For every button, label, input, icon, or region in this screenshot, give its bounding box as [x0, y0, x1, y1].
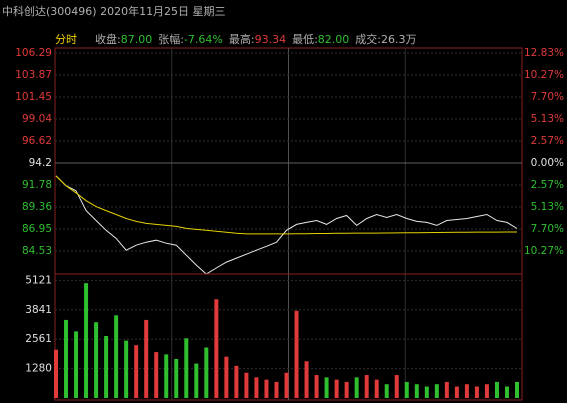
volume-bar [174, 358, 179, 398]
avg-line [55, 175, 517, 235]
y-tick-label: 89.36 [22, 201, 52, 213]
y2-tick-label: 0.00% [531, 157, 564, 169]
y-tick-label: 94.2 [29, 157, 52, 169]
volume-bar [515, 381, 519, 398]
volume-bar [204, 347, 209, 398]
y2-tick-label: 2.57% [531, 179, 564, 191]
volume-bar [324, 377, 329, 398]
volume-bar [454, 386, 459, 398]
info-item: 张幅:-7.64% [158, 31, 223, 47]
y2-tick-label: 7.70% [531, 91, 564, 103]
volume-bar [244, 372, 249, 398]
volume-bar [124, 340, 129, 398]
y-tick-label: 3841 [25, 304, 52, 316]
info-value: 82.00 [317, 33, 350, 46]
info-label: 最高: [228, 33, 255, 46]
volume-bar [504, 386, 509, 398]
y-tick-label: 99.04 [22, 113, 52, 125]
volume-bar [264, 379, 269, 398]
y2-tick-label: 12.83% [524, 47, 564, 59]
volume-bar [104, 336, 109, 398]
volume-bar [114, 315, 119, 398]
volume-bar [354, 377, 359, 398]
volume-bar [394, 375, 399, 398]
volume-bar [464, 384, 469, 398]
volume-bar [484, 384, 489, 398]
info-value: 26.3万 [381, 33, 417, 46]
info-label: 成交: [355, 33, 382, 46]
volume-bar [74, 331, 79, 398]
volume-bar [344, 381, 349, 398]
volume-bar [414, 384, 419, 398]
y2-tick-label: 7.70% [531, 223, 564, 235]
volume-bar [474, 386, 479, 398]
volume-bar [194, 363, 199, 398]
y-tick-label: 96.62 [22, 135, 52, 147]
y-tick-label: 91.78 [22, 179, 52, 191]
volume-bar [64, 319, 69, 398]
volume-bar [164, 354, 169, 398]
y-tick-label: 86.95 [22, 223, 52, 235]
y2-tick-label: 5.13% [531, 201, 564, 213]
volume-bar [304, 361, 309, 398]
volume-bar [214, 299, 219, 398]
info-bar: 分时 收盘:87.00 张幅:-7.64% 最高:93.34 最低:82.00 成交:2… [55, 31, 417, 47]
volume-bar [314, 375, 319, 398]
info-label: 收盘: [95, 33, 121, 46]
info-item: 最高:93.34 [229, 31, 286, 47]
y2-tick-label: 10.27% [524, 245, 564, 257]
volume-bar [254, 377, 259, 398]
info-value: 87.00 [120, 33, 153, 46]
volume-bar [494, 381, 499, 398]
volume-bar [384, 384, 389, 398]
volume-bar [434, 384, 439, 398]
info-value: 93.34 [254, 33, 287, 46]
header-title: 中科创达(300496) 2020年11月25日 星期三 [2, 5, 226, 18]
volume-bar [184, 338, 189, 398]
volume-bar [424, 386, 429, 398]
y-tick-label: 103.87 [15, 69, 52, 81]
volume-bar [134, 345, 139, 398]
volume-bar [334, 379, 339, 398]
volume-bar [284, 372, 289, 398]
y2-tick-label: 5.13% [531, 113, 564, 125]
info-label: 最低: [292, 33, 318, 46]
info-label: 张幅: [158, 33, 184, 46]
info-value: -7.64% [183, 33, 223, 46]
y-tick-label: 101.45 [15, 91, 52, 103]
y-tick-label: 106.29 [15, 47, 52, 59]
volume-bar [404, 381, 409, 398]
y-tick-label: 1280 [25, 363, 52, 375]
volume-bar [224, 356, 229, 398]
y2-tick-label: 2.57% [531, 135, 564, 147]
volume-bar [54, 349, 58, 398]
price-line [55, 175, 518, 275]
info-item: 最低:82.00 [292, 31, 349, 47]
volume-bar [364, 375, 369, 398]
volume-bar [144, 319, 149, 398]
volume-bar [84, 283, 89, 398]
info-item: 成交:26.3万 [355, 31, 416, 47]
y2-tick-label: 10.27% [524, 69, 564, 81]
info-item: 收盘:87.00 [95, 31, 152, 47]
volume-bar [234, 365, 239, 398]
volume-bar [374, 379, 379, 398]
y-tick-label: 5121 [25, 274, 52, 286]
volume-bar [294, 310, 299, 398]
y-tick-label: 2561 [25, 333, 52, 345]
volume-bar [154, 352, 159, 398]
mode-tab[interactable]: 分时 [55, 33, 77, 46]
volume-bar [94, 322, 99, 398]
volume-bar [444, 381, 449, 398]
volume-bar [274, 381, 279, 398]
y-tick-label: 84.53 [22, 245, 52, 257]
